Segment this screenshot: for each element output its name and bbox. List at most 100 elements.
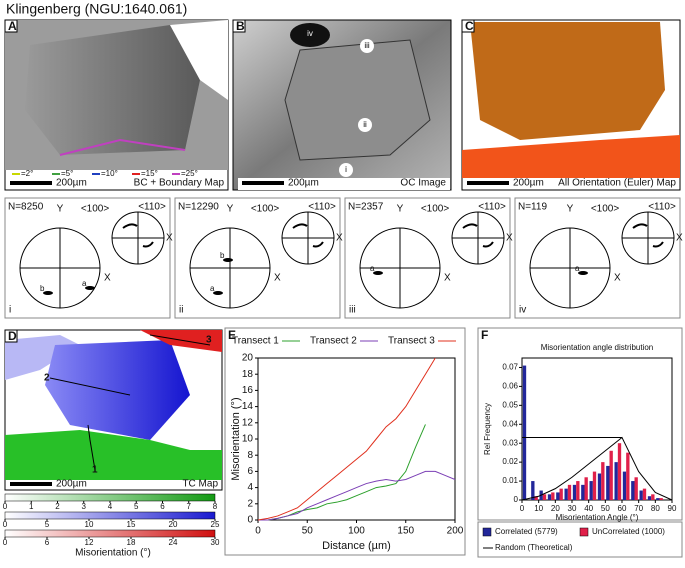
pole-axis-label: X (506, 233, 513, 244)
pole-axis-label: X (274, 273, 281, 284)
transect-label: 2 (44, 373, 50, 384)
scale-bar-label: 200µm (288, 178, 319, 189)
caption-strip (238, 178, 450, 190)
y-tick-label: 0.05 (502, 400, 518, 409)
legend-label: Random (Theoretical) (495, 543, 573, 552)
scale-tick-label: 25 (211, 520, 220, 529)
x-tick-label: 10 (534, 504, 543, 513)
y-tick-label: 0.01 (502, 476, 518, 485)
bar (622, 471, 627, 500)
region-label: ii (363, 120, 367, 129)
transect (149, 334, 211, 346)
bar (531, 481, 535, 500)
pole-panel (4, 197, 171, 319)
scale-bar (10, 482, 52, 486)
x-tick-label: 50 (302, 526, 314, 537)
legend-label: Transect 3 (388, 336, 435, 347)
pole-cluster-label: a (575, 264, 580, 273)
pole-cluster (632, 223, 664, 248)
bar (639, 490, 643, 500)
panel-label: A (8, 19, 17, 33)
plot-area (521, 357, 673, 501)
legend-label: =25° (181, 169, 198, 178)
scale-bar-label: 200µm (56, 178, 87, 189)
legend-label: =10° (101, 169, 118, 178)
scale-tick-label: 1 (29, 502, 34, 511)
pole-cluster-label: a (210, 284, 215, 293)
pole-axis-label: Y (57, 204, 64, 215)
map-caption: TC Map (182, 479, 218, 490)
color-scale (4, 529, 216, 538)
y-tick-label: 20 (242, 353, 254, 364)
panel-label-box (4, 19, 18, 33)
bar (576, 481, 580, 500)
pole-cluster (578, 271, 588, 275)
panel-frame (477, 327, 683, 521)
y-tick-label: 18 (242, 369, 254, 380)
x-tick-label: 20 (551, 504, 560, 513)
y-tick-label: 0.07 (502, 363, 518, 372)
bar (631, 481, 635, 500)
pole-direction: <100> (81, 204, 110, 215)
bar (609, 450, 613, 500)
scale-tick-label: 15 (127, 520, 136, 529)
scale-tick-label: 18 (127, 538, 136, 547)
x-tick-label: 50 (601, 504, 610, 513)
scale-tick-label: 6 (45, 538, 50, 547)
bar (601, 462, 605, 500)
pole-count: N=2357 (348, 202, 384, 213)
x-axis-label: Misorientation Angle (°) (556, 513, 639, 522)
panel-label: F (481, 328, 488, 342)
y-tick-label: 4 (247, 482, 253, 493)
panel-label: B (236, 19, 245, 33)
pole-count: N=8250 (8, 202, 44, 213)
pole-id: iii (349, 305, 356, 316)
bar (559, 488, 563, 500)
grain (5, 430, 222, 480)
scale-tick-label: 24 (169, 538, 178, 547)
pole-cluster (462, 223, 494, 248)
grain (45, 340, 190, 440)
scale-tick-label: 30 (211, 538, 220, 547)
x-tick-label: 80 (651, 504, 660, 513)
scale-label: Misorientation (°) (75, 548, 151, 559)
x-tick-label: 0 (520, 504, 525, 513)
scale-tick-label: 8 (213, 502, 218, 511)
scale-bar-label: 200µm (56, 479, 87, 490)
legend-label: =5° (61, 169, 73, 178)
line-series (258, 470, 456, 521)
pole-axis-label: X (104, 273, 111, 284)
pole-cluster (122, 223, 154, 248)
pole-direction: <100> (251, 204, 280, 215)
bar (617, 443, 622, 500)
bar (592, 471, 597, 500)
pole-axis-label: X (444, 273, 451, 284)
pole-count: N=119 (518, 202, 547, 213)
bar (522, 365, 527, 500)
pole-axis-label: X (166, 233, 173, 244)
legend-swatch (579, 527, 589, 537)
scale-tick-label: 0 (3, 502, 8, 511)
legend-label: =15° (141, 169, 158, 178)
grain (284, 39, 431, 161)
bar (551, 492, 555, 500)
legend-label: UnCorrelated (1000) (592, 527, 665, 536)
pole-id: ii (179, 305, 183, 316)
bar (547, 494, 552, 500)
y-tick-label: 0 (247, 515, 253, 526)
pole-cluster (292, 223, 324, 248)
y-tick-label: 0.06 (502, 382, 518, 391)
scale-tick-label: 5 (45, 520, 50, 529)
transect (87, 424, 96, 471)
map-caption: All Orientation (Euler) Map (558, 178, 676, 189)
map-gap (170, 20, 228, 100)
scale-tick-label: 20 (169, 520, 178, 529)
pole-axis-label: Y (227, 204, 234, 215)
pole-direction: <110> (138, 202, 166, 213)
x-tick-label: 0 (255, 526, 261, 537)
line-series (258, 424, 426, 521)
bar (659, 498, 663, 500)
region-label: iii (364, 41, 370, 50)
bar (597, 473, 602, 500)
